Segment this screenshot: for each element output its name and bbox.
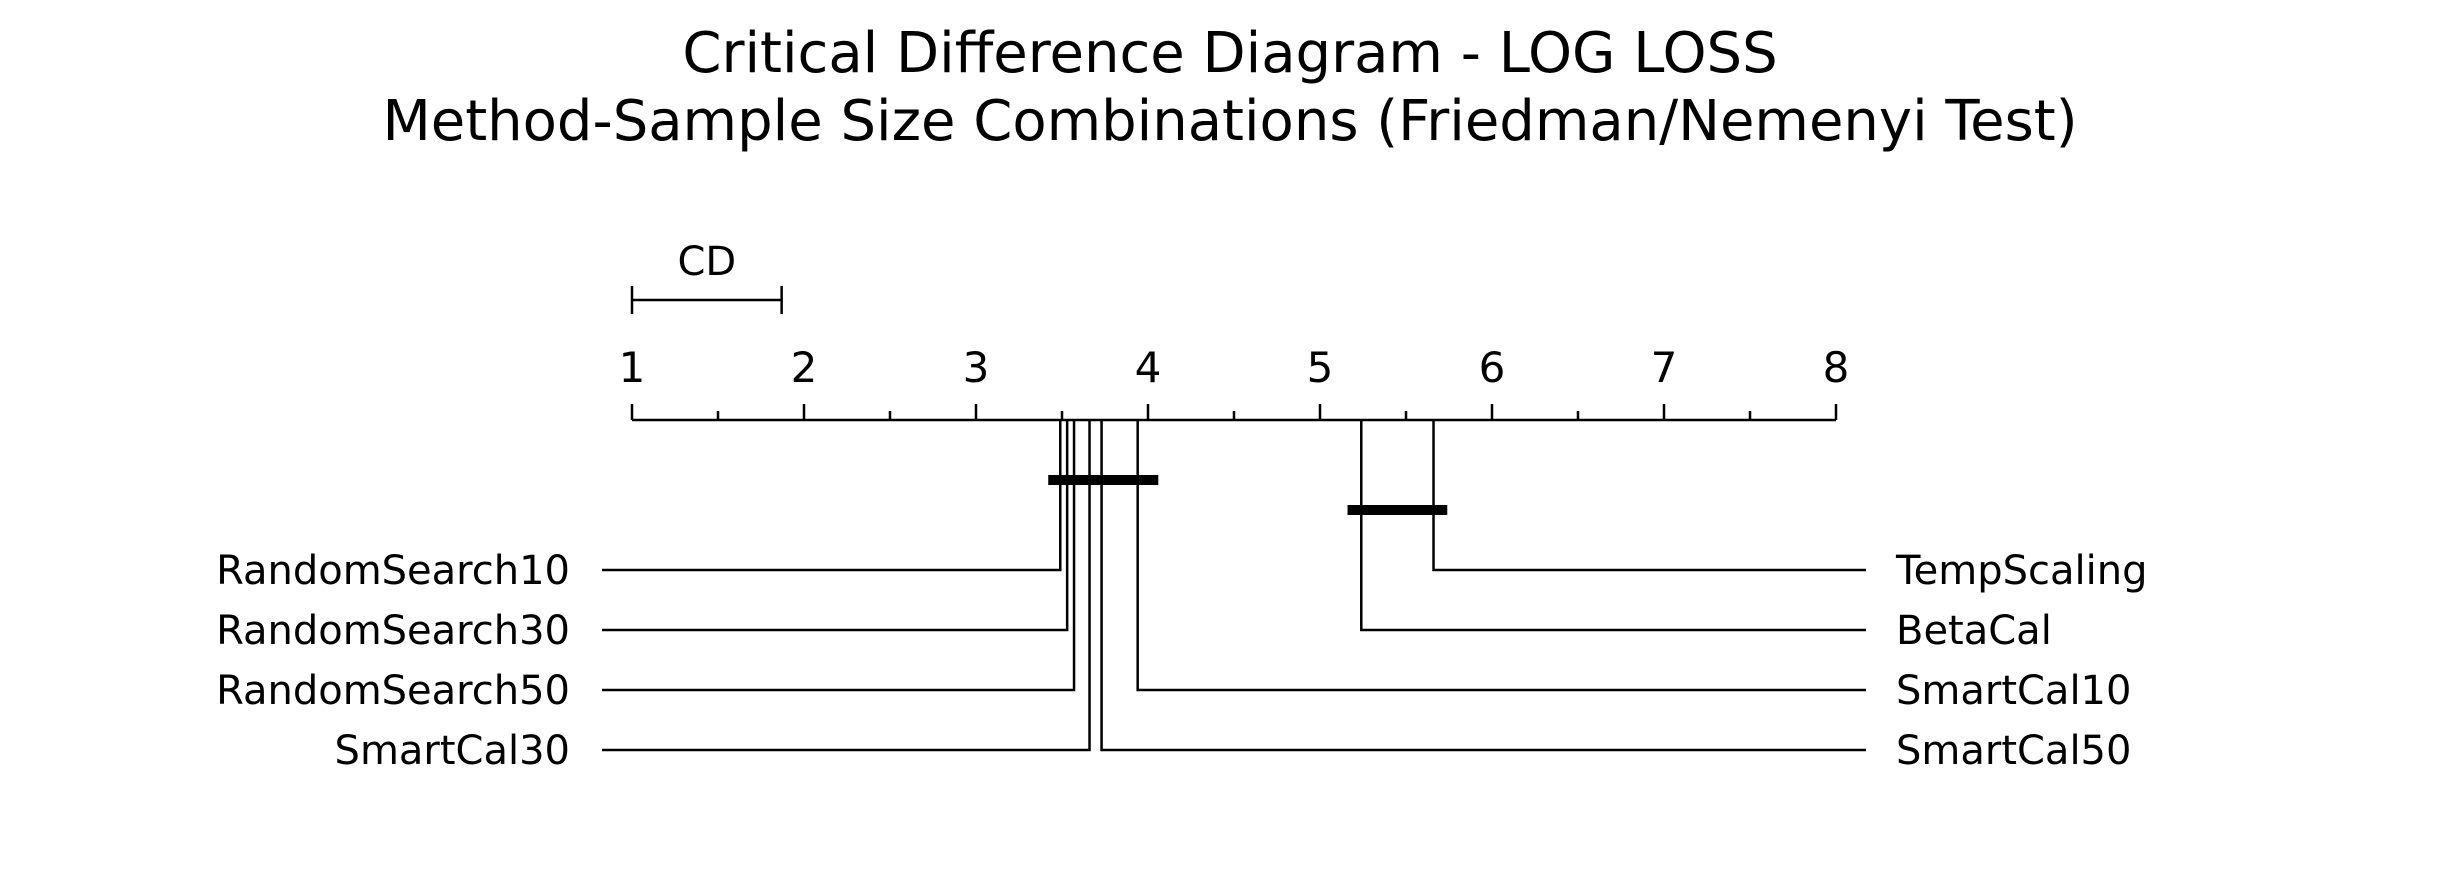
method-connector — [602, 420, 1062, 572]
method-label: SmartCal30 — [335, 728, 570, 774]
method-label: TempScaling — [1895, 548, 2147, 594]
cd-label: CD — [677, 239, 736, 285]
method-label: SmartCal50 — [1896, 728, 2131, 774]
method-connector — [1432, 420, 1866, 572]
tick-label: 8 — [1823, 343, 1850, 392]
tick-label: 7 — [1651, 343, 1678, 392]
method-label: BetaCal — [1896, 608, 2052, 654]
chart-subtitle: Method-Sample Size Combinations (Friedma… — [382, 89, 2077, 154]
tick-label: 3 — [963, 343, 990, 392]
method-label: SmartCal10 — [1896, 668, 2131, 714]
cliques — [1048, 475, 1448, 515]
method-label: RandomSearch30 — [216, 608, 570, 654]
method-label: RandomSearch50 — [216, 668, 570, 714]
methods: RandomSearch10 RandomSearch30 RandomSearch… — [216, 420, 2147, 774]
tick-label: 5 — [1307, 343, 1334, 392]
method-connector — [602, 420, 1091, 752]
chart-title: Critical Difference Diagram - LOG LOSS — [682, 21, 1777, 86]
method-connector — [1136, 420, 1866, 692]
tick-label: 2 — [791, 343, 818, 392]
method-connector — [602, 420, 1069, 632]
method-connector — [602, 420, 1076, 692]
rank-axis: 1 2 3 4 5 6 7 8 — [619, 343, 1850, 422]
tick-label: 1 — [619, 343, 646, 392]
method-connector — [1360, 420, 1866, 632]
method-connector — [1100, 420, 1866, 752]
method-label: RandomSearch10 — [216, 548, 570, 594]
tick-label: 4 — [1135, 343, 1162, 392]
cd-indicator: CD — [630, 239, 783, 314]
tick-label: 6 — [1479, 343, 1506, 392]
